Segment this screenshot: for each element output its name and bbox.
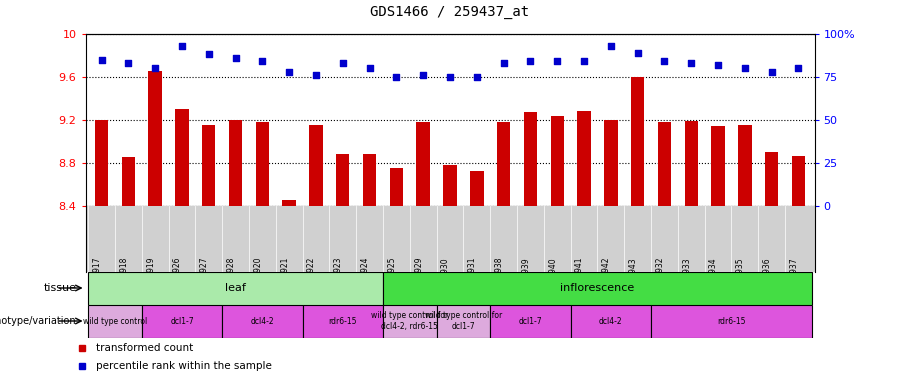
Text: leaf: leaf xyxy=(225,283,246,293)
Bar xyxy=(651,304,812,338)
Bar xyxy=(383,304,436,338)
Point xyxy=(229,55,243,61)
Point xyxy=(122,60,136,66)
Point xyxy=(309,72,323,78)
Point xyxy=(657,58,671,64)
Bar xyxy=(94,120,108,206)
Text: rdr6-15: rdr6-15 xyxy=(717,316,746,326)
Bar xyxy=(571,304,651,338)
Point xyxy=(738,65,752,71)
Point xyxy=(550,58,564,64)
Point xyxy=(684,60,698,66)
Bar xyxy=(363,154,376,206)
Point xyxy=(764,69,778,75)
Point xyxy=(630,50,644,55)
Point xyxy=(470,74,484,80)
Bar xyxy=(383,272,812,304)
Bar xyxy=(631,77,644,206)
Point xyxy=(282,69,296,75)
Text: tissue: tissue xyxy=(43,283,76,293)
Point xyxy=(497,60,511,66)
Point xyxy=(148,65,162,71)
Point xyxy=(577,58,591,64)
Point xyxy=(523,58,537,64)
Bar xyxy=(470,171,483,206)
Bar xyxy=(148,71,162,206)
Text: dcl1-7: dcl1-7 xyxy=(170,316,194,326)
Point xyxy=(363,65,377,71)
Point xyxy=(202,51,216,57)
Point xyxy=(711,62,725,68)
Bar xyxy=(88,304,142,338)
Bar xyxy=(658,122,671,206)
Bar xyxy=(577,111,590,206)
Bar xyxy=(229,120,242,206)
Bar xyxy=(256,122,269,206)
Text: wild type control: wild type control xyxy=(83,316,147,326)
Point xyxy=(336,60,350,66)
Text: dcl4-2: dcl4-2 xyxy=(599,316,623,326)
Text: wild type control for
dcl4-2, rdr6-15: wild type control for dcl4-2, rdr6-15 xyxy=(371,311,448,331)
Bar xyxy=(711,126,724,206)
Bar xyxy=(390,168,403,206)
Bar xyxy=(792,156,806,206)
Text: dcl4-2: dcl4-2 xyxy=(250,316,274,326)
Point xyxy=(443,74,457,80)
Bar xyxy=(88,272,383,304)
Point xyxy=(791,65,806,71)
Text: transformed count: transformed count xyxy=(96,343,194,353)
Point xyxy=(416,72,430,78)
Point xyxy=(604,43,618,49)
Bar xyxy=(765,152,778,206)
Bar xyxy=(176,109,189,206)
Point xyxy=(175,43,189,49)
Point xyxy=(389,74,403,80)
Bar xyxy=(738,125,752,206)
Bar xyxy=(491,304,571,338)
Bar xyxy=(497,122,510,206)
Bar xyxy=(122,158,135,206)
Bar xyxy=(310,125,323,206)
Text: inflorescence: inflorescence xyxy=(561,283,634,293)
Bar xyxy=(202,125,215,206)
Bar xyxy=(551,116,564,206)
Text: dcl1-7: dcl1-7 xyxy=(518,316,542,326)
Bar xyxy=(302,304,383,338)
Text: percentile rank within the sample: percentile rank within the sample xyxy=(96,361,272,371)
Text: GDS1466 / 259437_at: GDS1466 / 259437_at xyxy=(371,5,529,19)
Bar xyxy=(436,304,491,338)
Bar xyxy=(336,154,349,206)
Point xyxy=(94,57,109,63)
Bar xyxy=(283,201,296,206)
Bar xyxy=(222,304,302,338)
Text: rdr6-15: rdr6-15 xyxy=(328,316,357,326)
Bar xyxy=(604,120,617,206)
Bar xyxy=(685,121,698,206)
Bar xyxy=(417,122,430,206)
Bar xyxy=(524,112,537,206)
Text: genotype/variation: genotype/variation xyxy=(0,316,76,326)
Point xyxy=(256,58,270,64)
Bar xyxy=(444,165,456,206)
Text: wild type control for
dcl1-7: wild type control for dcl1-7 xyxy=(425,311,502,331)
Bar xyxy=(142,304,222,338)
